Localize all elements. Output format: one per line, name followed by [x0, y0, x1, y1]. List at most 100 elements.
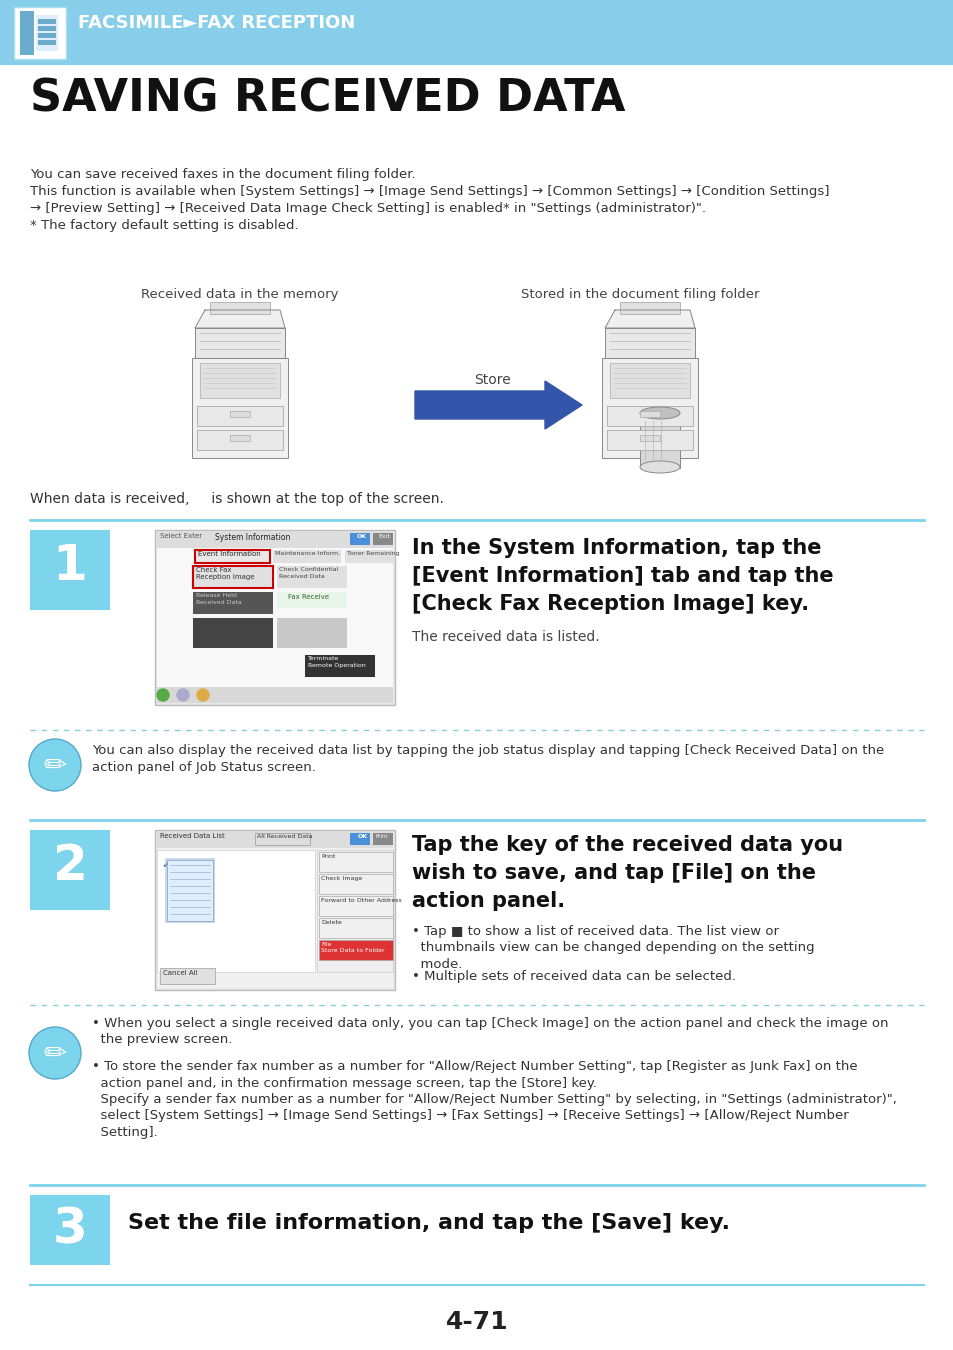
- Text: • Multiple sets of received data can be selected.: • Multiple sets of received data can be …: [412, 971, 735, 983]
- Text: Fax Receive: Fax Receive: [288, 594, 329, 599]
- Text: Print: Print: [320, 855, 335, 859]
- Bar: [305, 655, 375, 676]
- Text: You can also display the received data list by tapping the job status display an: You can also display the received data l…: [91, 744, 883, 774]
- Bar: [606, 431, 692, 450]
- Text: This function is available when [System Settings] → [Image Send Settings] → [Com: This function is available when [System …: [30, 185, 828, 198]
- Text: Received Data: Received Data: [278, 574, 324, 579]
- Text: * The factory default setting is disabled.: * The factory default setting is disable…: [30, 219, 298, 232]
- Bar: [619, 302, 679, 315]
- Bar: [193, 566, 273, 589]
- Bar: [196, 406, 283, 427]
- Bar: [20, 11, 34, 55]
- Bar: [318, 918, 393, 938]
- Bar: [38, 26, 56, 31]
- Bar: [154, 531, 395, 705]
- Bar: [157, 832, 393, 848]
- Bar: [276, 593, 347, 608]
- Bar: [36, 15, 58, 51]
- Bar: [193, 618, 273, 648]
- Text: Forward to Other Address: Forward to Other Address: [320, 898, 401, 903]
- Text: Cancel All: Cancel All: [163, 971, 197, 976]
- Text: Select Exter: Select Exter: [160, 533, 202, 539]
- Bar: [160, 968, 214, 984]
- Bar: [601, 358, 698, 458]
- Circle shape: [29, 738, 81, 791]
- Text: All Received Data: All Received Data: [256, 834, 313, 838]
- Bar: [193, 593, 273, 614]
- Bar: [350, 533, 370, 545]
- Bar: [30, 531, 110, 610]
- Ellipse shape: [639, 460, 679, 472]
- Text: Remote Operation: Remote Operation: [308, 663, 365, 668]
- Text: Print: Print: [375, 834, 388, 838]
- Bar: [38, 32, 56, 38]
- Bar: [345, 549, 395, 563]
- Text: OK: OK: [356, 535, 367, 539]
- Bar: [38, 19, 56, 24]
- Text: System Information: System Information: [214, 533, 290, 541]
- Text: 3: 3: [52, 1206, 88, 1253]
- Text: The received data is listed.: The received data is listed.: [412, 630, 599, 644]
- Bar: [639, 410, 659, 417]
- Bar: [157, 687, 393, 703]
- Text: Store: Store: [475, 373, 511, 387]
- Text: ✏: ✏: [43, 752, 67, 780]
- Bar: [639, 413, 679, 468]
- Polygon shape: [194, 310, 285, 328]
- Bar: [154, 830, 395, 990]
- Text: SAVING RECEIVED DATA: SAVING RECEIVED DATA: [30, 78, 625, 121]
- Text: ✏: ✏: [43, 1040, 67, 1068]
- Bar: [157, 850, 314, 972]
- Bar: [609, 363, 689, 398]
- Text: Received Data: Received Data: [195, 599, 241, 605]
- Text: Received Data List: Received Data List: [160, 833, 225, 838]
- Bar: [157, 532, 393, 548]
- Bar: [639, 435, 659, 441]
- Text: Toner Remaining: Toner Remaining: [347, 551, 399, 556]
- Bar: [373, 833, 393, 845]
- Bar: [318, 873, 393, 894]
- Bar: [38, 40, 56, 45]
- Text: File
Store Data to Folder: File Store Data to Folder: [320, 942, 384, 953]
- Text: 1: 1: [52, 541, 88, 590]
- Bar: [318, 940, 393, 960]
- Polygon shape: [415, 381, 581, 429]
- Bar: [200, 363, 280, 398]
- Bar: [318, 896, 393, 917]
- Polygon shape: [604, 310, 695, 328]
- Bar: [210, 302, 270, 315]
- Bar: [196, 431, 283, 450]
- Text: → [Preview Setting] → [Received Data Image Check Setting] is enabled* in "Settin: → [Preview Setting] → [Received Data Ima…: [30, 202, 705, 215]
- Text: FACSIMILE►FAX RECEPTION: FACSIMILE►FAX RECEPTION: [78, 14, 355, 32]
- Circle shape: [177, 688, 189, 701]
- Text: Reception Image: Reception Image: [195, 574, 254, 580]
- Text: • Tap ■ to show a list of received data. The list view or
  thumbnails view can : • Tap ■ to show a list of received data.…: [412, 925, 814, 971]
- Bar: [606, 406, 692, 427]
- Text: OK: OK: [357, 834, 368, 838]
- Bar: [230, 435, 250, 441]
- Text: • To store the sender fax number as a number for "Allow/Reject Number Setting", : • To store the sender fax number as a nu…: [91, 1060, 896, 1139]
- Text: Event Information: Event Information: [198, 551, 260, 558]
- Bar: [194, 328, 285, 358]
- Bar: [0, 0, 953, 65]
- Text: Check Fax: Check Fax: [195, 567, 232, 572]
- Text: Check Image: Check Image: [320, 876, 362, 882]
- Text: Exit: Exit: [377, 535, 390, 539]
- Text: • When you select a single received data only, you can tap [Check Image] on the : • When you select a single received data…: [91, 1017, 887, 1046]
- Ellipse shape: [639, 406, 679, 418]
- Text: Stored in the document filing folder: Stored in the document filing folder: [520, 288, 759, 301]
- Text: Set the file information, and tap the [Save] key.: Set the file information, and tap the [S…: [128, 1214, 729, 1233]
- Bar: [167, 860, 213, 921]
- Circle shape: [157, 688, 169, 701]
- Circle shape: [29, 1027, 81, 1079]
- Circle shape: [196, 688, 209, 701]
- Bar: [157, 532, 393, 703]
- Text: Check Confidential: Check Confidential: [278, 567, 338, 572]
- Text: You can save received faxes in the document filing folder.: You can save received faxes in the docum…: [30, 167, 416, 181]
- Bar: [254, 833, 310, 845]
- Text: Tap the key of the received data you
wish to save, and tap [File] on the
action : Tap the key of the received data you wis…: [412, 836, 842, 911]
- Bar: [373, 533, 393, 545]
- Bar: [230, 410, 250, 417]
- Bar: [350, 833, 370, 845]
- Bar: [30, 830, 110, 910]
